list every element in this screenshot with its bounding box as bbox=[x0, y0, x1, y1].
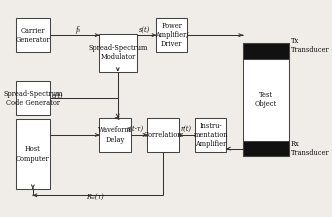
FancyBboxPatch shape bbox=[156, 18, 188, 52]
FancyBboxPatch shape bbox=[195, 118, 226, 152]
FancyBboxPatch shape bbox=[243, 43, 289, 59]
Text: Spread-Spectrum
Modulator: Spread-Spectrum Modulator bbox=[88, 44, 148, 61]
Text: Waveform
Delay: Waveform Delay bbox=[98, 127, 132, 144]
FancyBboxPatch shape bbox=[16, 119, 50, 189]
Text: c(t): c(t) bbox=[51, 92, 63, 99]
Text: Correlation: Correlation bbox=[143, 131, 182, 139]
FancyBboxPatch shape bbox=[16, 18, 50, 52]
FancyBboxPatch shape bbox=[16, 81, 50, 115]
Text: Spread-Spectrum
Code Generator: Spread-Spectrum Code Generator bbox=[3, 90, 62, 107]
Text: Test
Object: Test Object bbox=[255, 91, 277, 108]
Text: Power
Amplifier/
Driver: Power Amplifier/ Driver bbox=[155, 22, 189, 48]
Text: Instru-
mentation
Amplifier: Instru- mentation Amplifier bbox=[194, 122, 228, 148]
Text: r(t): r(t) bbox=[181, 125, 192, 133]
Text: s(t-τ): s(t-τ) bbox=[126, 125, 144, 133]
FancyBboxPatch shape bbox=[99, 34, 137, 72]
FancyBboxPatch shape bbox=[147, 118, 179, 152]
Text: f₀: f₀ bbox=[76, 26, 81, 34]
FancyBboxPatch shape bbox=[243, 141, 289, 156]
FancyBboxPatch shape bbox=[99, 118, 131, 152]
Text: Host
Computer: Host Computer bbox=[16, 145, 49, 163]
Text: Tx
Transducer: Tx Transducer bbox=[290, 37, 329, 54]
Text: Carrier
Generator: Carrier Generator bbox=[15, 27, 50, 44]
Text: Rx
Transducer: Rx Transducer bbox=[290, 140, 329, 157]
Text: s(t): s(t) bbox=[138, 26, 150, 34]
FancyBboxPatch shape bbox=[243, 43, 289, 156]
Text: Rₛₜ(τ): Rₛₜ(τ) bbox=[86, 192, 104, 200]
